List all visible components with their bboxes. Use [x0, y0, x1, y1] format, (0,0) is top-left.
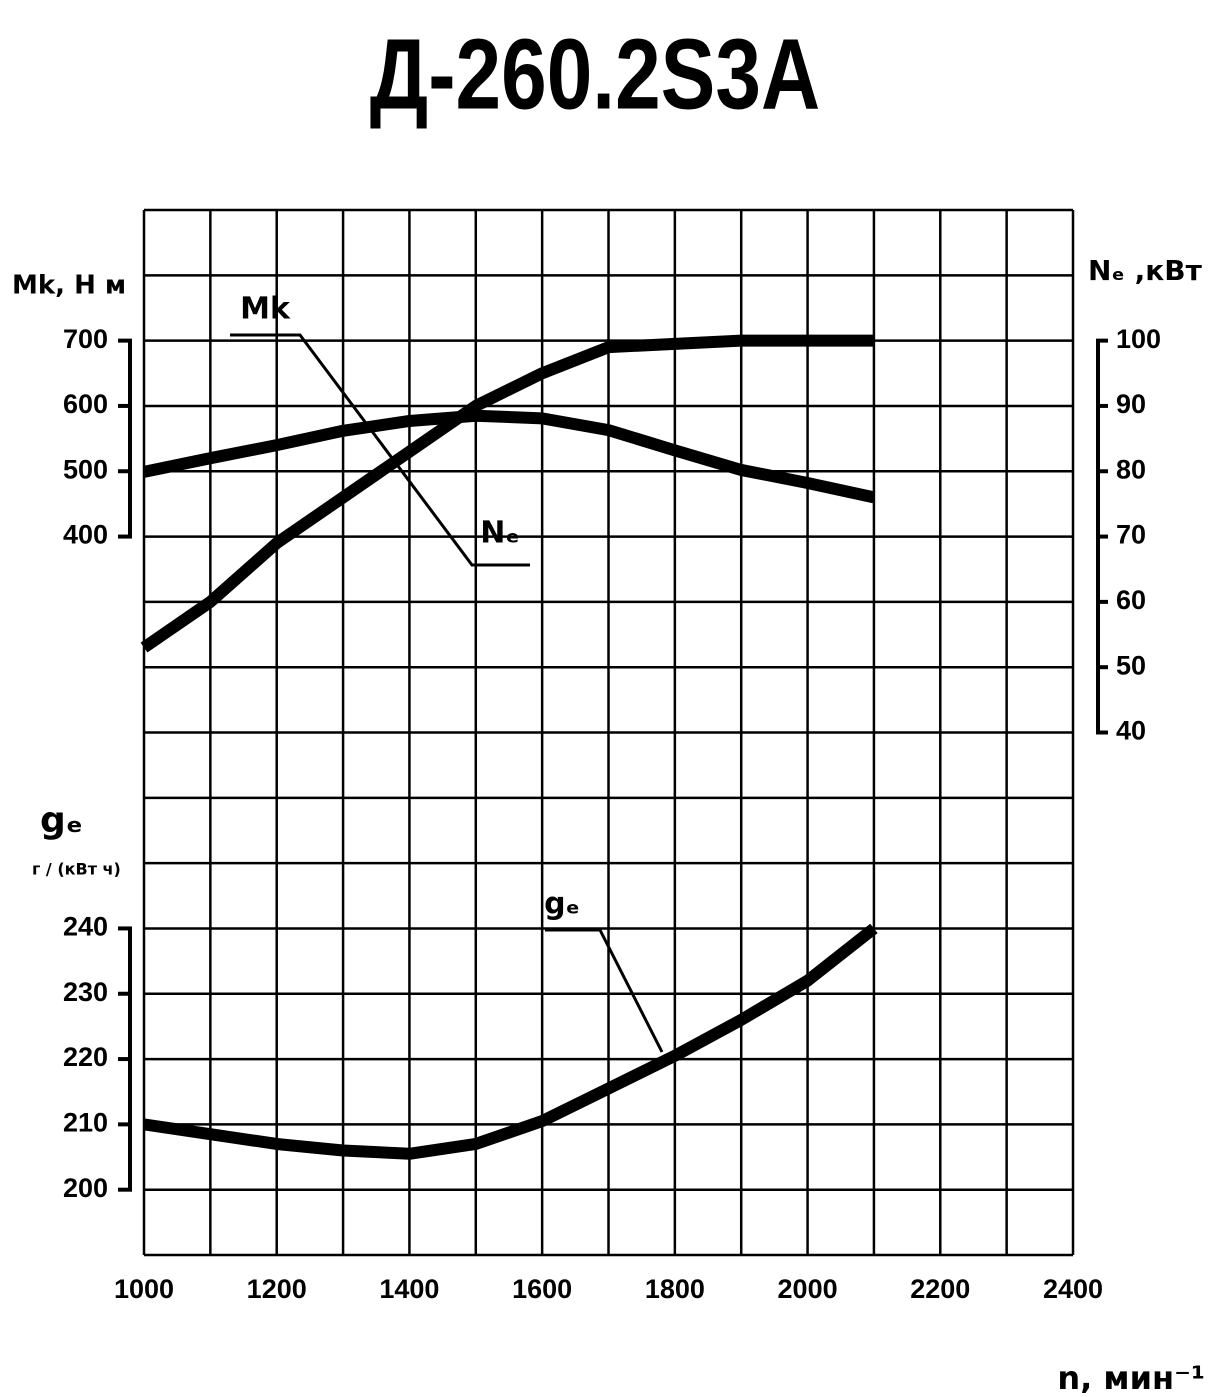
annotation-leaders — [230, 333, 664, 1053]
series-line — [140, 334, 874, 653]
y2-tick-label: 60 — [1116, 585, 1146, 615]
chart-title: Д-260.2S3A — [370, 19, 820, 131]
y-tick-label: 230 — [63, 977, 108, 1007]
x-tick-label: 1400 — [379, 1274, 439, 1304]
y2-tick-label: 90 — [1116, 389, 1146, 419]
x-axis-label: n, мин⁻¹ — [1057, 1359, 1205, 1393]
x-tick-label: 1000 — [114, 1274, 174, 1304]
x-tick-label: 1200 — [247, 1274, 307, 1304]
series-line — [143, 923, 878, 1160]
y-tick-label: 240 — [63, 912, 108, 942]
y-tick-label: 400 — [63, 520, 108, 550]
x-tick-label: 2000 — [778, 1274, 838, 1304]
y3-axis-unit: г / (кВт ч) — [32, 860, 121, 879]
y2-tick-label: 80 — [1116, 454, 1146, 484]
y-tick-label: 500 — [63, 454, 108, 484]
y2-tick-label: 100 — [1116, 324, 1161, 354]
y2-tick-label: 70 — [1116, 520, 1146, 550]
y2-tick-label: 40 — [1116, 716, 1146, 746]
series-label: Nₑ — [480, 516, 519, 551]
leader-line — [545, 928, 664, 1053]
series-line — [142, 409, 876, 504]
series-label: gₑ — [544, 887, 580, 922]
y-tick-label: 600 — [63, 389, 108, 419]
leader-line — [230, 333, 530, 567]
y-axis-label: Mk, Н м — [12, 271, 126, 301]
y-tick-label: 220 — [63, 1042, 108, 1072]
x-tick-label: 2200 — [910, 1274, 970, 1304]
series-label: Mk — [240, 292, 291, 327]
x-tick-label: 1600 — [512, 1274, 572, 1304]
y-tick-label: 210 — [63, 1108, 108, 1138]
x-tick-label: 1800 — [645, 1274, 705, 1304]
y2-tick-label: 50 — [1116, 650, 1146, 680]
y-tick-label: 200 — [63, 1173, 108, 1203]
y3-axis-label: gₑ — [40, 800, 83, 841]
y-tick-label: 700 — [63, 324, 108, 354]
y2-axis-label: Nₑ ,кВт — [1088, 254, 1203, 287]
x-tick-label: 2400 — [1043, 1274, 1103, 1304]
